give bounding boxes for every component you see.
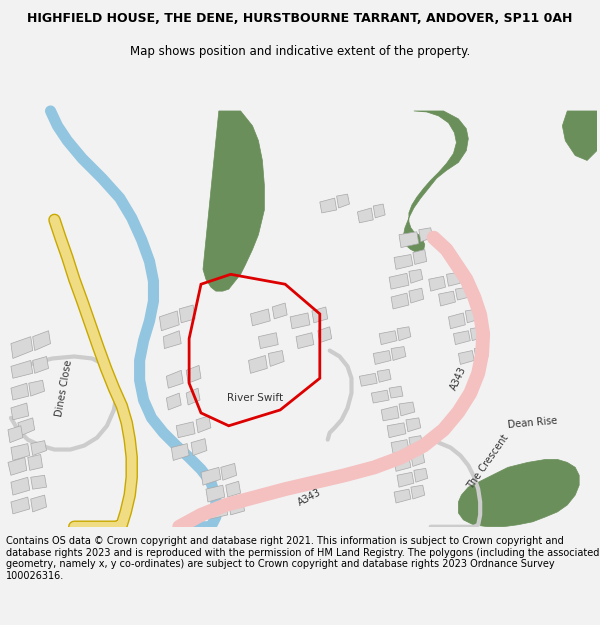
Polygon shape [391,439,409,454]
Polygon shape [33,331,50,351]
Polygon shape [11,337,33,359]
Polygon shape [163,331,181,349]
Polygon shape [387,422,406,437]
Polygon shape [11,361,33,378]
Polygon shape [449,313,466,329]
Polygon shape [411,485,425,499]
Text: Dean Rise: Dean Rise [508,416,558,430]
Text: Map shows position and indicative extent of the property.: Map shows position and indicative extent… [130,45,470,58]
Polygon shape [31,441,47,456]
Polygon shape [458,459,579,527]
Polygon shape [11,403,29,420]
Polygon shape [226,481,241,497]
Polygon shape [429,276,446,291]
Polygon shape [379,331,397,344]
Polygon shape [409,288,424,303]
Polygon shape [419,228,433,242]
Polygon shape [394,254,413,269]
Polygon shape [458,351,474,364]
Polygon shape [201,468,221,485]
Text: Contains OS data © Crown copyright and database right 2021. This information is : Contains OS data © Crown copyright and d… [6,536,599,581]
Polygon shape [8,426,23,442]
Polygon shape [439,291,455,306]
Polygon shape [399,232,419,248]
Polygon shape [296,332,314,349]
Polygon shape [470,327,484,341]
Polygon shape [290,313,310,329]
Polygon shape [318,327,332,342]
Polygon shape [381,406,399,421]
Polygon shape [166,393,181,410]
Polygon shape [186,388,200,405]
Polygon shape [166,371,183,388]
Polygon shape [229,499,245,515]
Polygon shape [31,495,47,512]
Polygon shape [397,472,414,487]
Polygon shape [391,293,409,309]
Polygon shape [394,456,411,471]
Polygon shape [403,111,469,253]
Polygon shape [409,269,423,283]
Polygon shape [31,475,47,489]
Polygon shape [268,351,284,366]
Polygon shape [11,444,30,461]
Polygon shape [186,366,201,383]
Polygon shape [176,422,195,437]
Polygon shape [454,331,470,344]
Polygon shape [11,478,30,495]
Polygon shape [562,111,597,161]
Polygon shape [259,332,278,349]
Polygon shape [389,386,403,398]
Polygon shape [203,111,265,291]
Polygon shape [320,198,337,213]
Polygon shape [406,418,421,432]
Polygon shape [411,452,425,466]
Polygon shape [11,383,29,400]
Polygon shape [196,416,211,432]
Polygon shape [33,356,49,373]
Polygon shape [373,204,385,218]
Polygon shape [18,418,35,436]
Polygon shape [206,485,225,502]
Polygon shape [337,194,350,208]
Polygon shape [371,390,389,403]
Polygon shape [191,439,207,456]
Polygon shape [377,369,391,382]
Polygon shape [394,489,411,503]
Text: A343: A343 [296,487,323,508]
Polygon shape [409,436,423,449]
Polygon shape [28,454,43,471]
Polygon shape [358,208,373,223]
Polygon shape [248,356,268,373]
Text: Dines Close: Dines Close [55,359,74,418]
Polygon shape [8,458,27,475]
Polygon shape [413,249,427,264]
Polygon shape [474,347,488,361]
Polygon shape [446,272,460,286]
Polygon shape [397,327,411,341]
Polygon shape [389,273,409,289]
Polygon shape [160,311,179,331]
Polygon shape [209,503,228,519]
Polygon shape [414,468,428,482]
Polygon shape [11,497,30,514]
Text: The Crescent: The Crescent [466,433,511,492]
Text: A343: A343 [449,365,468,392]
Polygon shape [455,287,469,300]
Polygon shape [359,373,377,386]
Polygon shape [272,303,287,319]
Polygon shape [251,309,271,326]
Polygon shape [172,444,189,461]
Polygon shape [179,305,195,323]
Polygon shape [221,463,236,480]
Text: HIGHFIELD HOUSE, THE DENE, HURSTBOURNE TARRANT, ANDOVER, SP11 0AH: HIGHFIELD HOUSE, THE DENE, HURSTBOURNE T… [28,12,572,25]
Text: River Swift: River Swift [227,393,284,403]
Polygon shape [391,347,406,361]
Polygon shape [373,351,391,364]
Polygon shape [29,380,44,396]
Polygon shape [399,402,415,416]
Polygon shape [466,309,480,323]
Polygon shape [312,307,328,323]
